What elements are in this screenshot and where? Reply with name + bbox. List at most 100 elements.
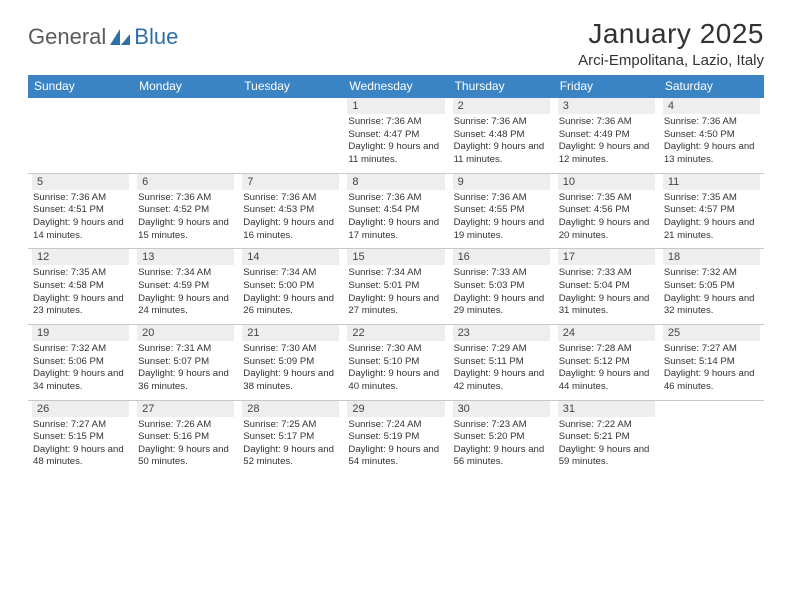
sunset-line: Sunset: 5:11 PM [453,356,550,369]
sunrise-line: Sunrise: 7:30 AM [242,343,339,356]
sunset-line: Sunset: 5:17 PM [242,431,339,444]
daylight-line: Daylight: 9 hours and 31 minutes. [558,293,655,318]
calendar-cell: 7Sunrise: 7:36 AMSunset: 4:53 PMDaylight… [238,174,343,249]
brand-word-general: General [28,24,106,50]
sunset-line: Sunset: 5:15 PM [32,431,129,444]
sunset-line: Sunset: 5:20 PM [453,431,550,444]
calendar-cell: 11Sunrise: 7:35 AMSunset: 4:57 PMDayligh… [659,174,764,249]
day-number: 31 [558,401,655,417]
sunrise-line: Sunrise: 7:35 AM [558,192,655,205]
calendar-row: 12Sunrise: 7:35 AMSunset: 4:58 PMDayligh… [28,248,764,324]
daylight-line: Daylight: 9 hours and 36 minutes. [137,368,234,393]
sunset-line: Sunset: 5:21 PM [558,431,655,444]
calendar-cell: 26Sunrise: 7:27 AMSunset: 5:15 PMDayligh… [28,401,133,476]
day-number: 15 [347,249,444,265]
calendar: Sunday Monday Tuesday Wednesday Thursday… [28,75,764,475]
calendar-row: 19Sunrise: 7:32 AMSunset: 5:06 PMDayligh… [28,324,764,400]
sunrise-line: Sunrise: 7:36 AM [558,116,655,129]
calendar-cell: 21 Sunrise: 7:30 AMSunset: 5:09 PMDayligh… [238,325,343,400]
sunset-line: Sunset: 5:06 PM [32,356,129,369]
sunrise-line: Sunrise: 7:26 AM [137,419,234,432]
sunset-line: Sunset: 4:52 PM [137,204,234,217]
sunrise-line: Sunrise: 7:33 AM [453,267,550,280]
day-number: 18 [663,249,760,265]
sunrise-line: Sunrise: 7:34 AM [137,267,234,280]
sunrise-line: Sunrise: 7:29 AM [453,343,550,356]
weekday-tuesday: Tuesday [238,75,343,98]
calendar-cell: 17Sunrise: 7:33 AMSunset: 5:04 PMDayligh… [554,249,659,324]
sunset-line: Sunset: 4:47 PM [347,129,444,142]
sunrise-line: Sunrise: 7:36 AM [347,116,444,129]
calendar-cell: .... [133,98,238,173]
sunset-line: Sunset: 5:09 PM [242,356,339,369]
calendar-cell: 22Sunrise: 7:30 AMSunset: 5:10 PMDayligh… [343,325,448,400]
sunset-line: Sunset: 4:50 PM [663,129,760,142]
daylight-line: Daylight: 9 hours and 29 minutes. [453,293,550,318]
day-number: 27 [137,401,234,417]
sunset-line: Sunset: 4:55 PM [453,204,550,217]
calendar-cell: .... [28,98,133,173]
calendar-cell: 1Sunrise: 7:36 AMSunset: 4:47 PMDaylight… [343,98,448,173]
sunset-line: Sunset: 4:53 PM [242,204,339,217]
daylight-line: Daylight: 9 hours and 13 minutes. [663,141,760,166]
calendar-row: 5Sunrise: 7:36 AMSunset: 4:51 PMDaylight… [28,173,764,249]
day-number: 7 [242,174,339,190]
sunrise-line: Sunrise: 7:33 AM [558,267,655,280]
sunset-line: Sunset: 4:51 PM [32,204,129,217]
calendar-cell: 19Sunrise: 7:32 AMSunset: 5:06 PMDayligh… [28,325,133,400]
weekday-friday: Friday [554,75,659,98]
day-number: 6 [137,174,234,190]
calendar-cell: 27Sunrise: 7:26 AMSunset: 5:16 PMDayligh… [133,401,238,476]
daylight-line: Daylight: 9 hours and 42 minutes. [453,368,550,393]
calendar-page: General Blue January 2025 Arci-Empolitan… [0,0,792,475]
calendar-cell: 25Sunrise: 7:27 AMSunset: 5:14 PMDayligh… [659,325,764,400]
calendar-cell: 14Sunrise: 7:34 AMSunset: 5:00 PMDayligh… [238,249,343,324]
calendar-cell: 31Sunrise: 7:22 AMSunset: 5:21 PMDayligh… [554,401,659,476]
sunset-line: Sunset: 5:14 PM [663,356,760,369]
daylight-line: Daylight: 9 hours and 56 minutes. [453,444,550,469]
calendar-cell: 23Sunrise: 7:29 AMSunset: 5:11 PMDayligh… [449,325,554,400]
location-text: Arci-Empolitana, Lazio, Italy [578,52,764,69]
sunrise-line: Sunrise: 7:36 AM [453,116,550,129]
brand-word-blue: Blue [134,24,178,50]
daylight-line: Daylight: 9 hours and 24 minutes. [137,293,234,318]
sunset-line: Sunset: 5:16 PM [137,431,234,444]
calendar-cell: 18Sunrise: 7:32 AMSunset: 5:05 PMDayligh… [659,249,764,324]
weekday-thursday: Thursday [449,75,554,98]
brand-sail-icon [109,28,131,46]
daylight-line: Daylight: 9 hours and 40 minutes. [347,368,444,393]
sunset-line: Sunset: 5:04 PM [558,280,655,293]
daylight-line: Daylight: 9 hours and 14 minutes. [32,217,129,242]
day-number: 30 [453,401,550,417]
day-number: 5 [32,174,129,190]
calendar-cell: 28Sunrise: 7:25 AMSunset: 5:17 PMDayligh… [238,401,343,476]
daylight-line: Daylight: 9 hours and 19 minutes. [453,217,550,242]
sunrise-line: Sunrise: 7:36 AM [242,192,339,205]
daylight-line: Daylight: 9 hours and 46 minutes. [663,368,760,393]
daylight-line: Daylight: 9 hours and 38 minutes. [242,368,339,393]
daylight-line: Daylight: 9 hours and 54 minutes. [347,444,444,469]
day-number: 8 [347,174,444,190]
day-number: 19 [32,325,129,341]
sunrise-line: Sunrise: 7:27 AM [32,419,129,432]
day-number: 21 [242,325,339,341]
calendar-cell: 30Sunrise: 7:23 AMSunset: 5:20 PMDayligh… [449,401,554,476]
daylight-line: Daylight: 9 hours and 11 minutes. [347,141,444,166]
sunrise-line: Sunrise: 7:32 AM [663,267,760,280]
calendar-cell: 20Sunrise: 7:31 AMSunset: 5:07 PMDayligh… [133,325,238,400]
sunrise-line: Sunrise: 7:36 AM [663,116,760,129]
sunset-line: Sunset: 4:49 PM [558,129,655,142]
day-number: 16 [453,249,550,265]
calendar-cell: 24Sunrise: 7:28 AMSunset: 5:12 PMDayligh… [554,325,659,400]
calendar-cell: 2Sunrise: 7:36 AMSunset: 4:48 PMDaylight… [449,98,554,173]
sunset-line: Sunset: 5:01 PM [347,280,444,293]
sunrise-line: Sunrise: 7:35 AM [32,267,129,280]
weekday-saturday: Saturday [659,75,764,98]
weekday-wednesday: Wednesday [343,75,448,98]
sunrise-line: Sunrise: 7:24 AM [347,419,444,432]
day-number: 20 [137,325,234,341]
daylight-line: Daylight: 9 hours and 20 minutes. [558,217,655,242]
day-number: 11 [663,174,760,190]
daylight-line: Daylight: 9 hours and 52 minutes. [242,444,339,469]
calendar-cell: 16Sunrise: 7:33 AMSunset: 5:03 PMDayligh… [449,249,554,324]
